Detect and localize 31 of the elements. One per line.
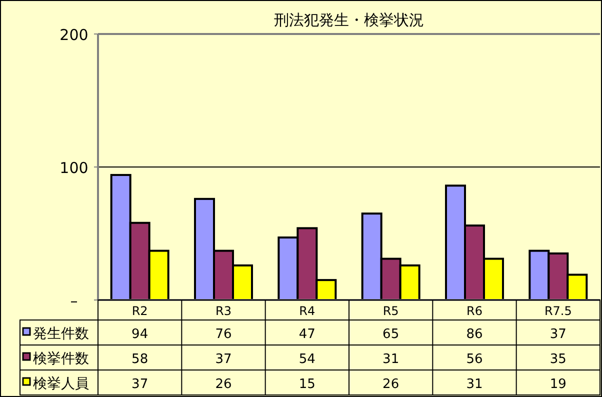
data-label: 31 <box>466 377 483 392</box>
x-tick-label: R2 <box>132 304 148 318</box>
legend-label: 検挙件数 <box>33 351 89 367</box>
data-label: 56 <box>466 352 483 367</box>
data-label: 37 <box>550 327 566 342</box>
y-tick-label: 100 <box>60 159 88 177</box>
data-label: 35 <box>550 352 566 367</box>
data-label: 86 <box>466 327 483 342</box>
data-label: 15 <box>298 377 316 392</box>
y-tick-label: – <box>70 292 78 310</box>
data-label: 26 <box>215 377 232 392</box>
data-label: 54 <box>298 352 316 367</box>
data-label: 26 <box>382 377 400 392</box>
legend-label: 発生件数 <box>33 326 89 342</box>
data-label: 19 <box>550 377 566 392</box>
data-label: 31 <box>382 352 400 367</box>
data-label: 37 <box>132 377 148 392</box>
x-tick-label: R3 <box>216 304 232 318</box>
data-label: 76 <box>215 327 232 342</box>
data-label: 37 <box>215 352 232 367</box>
legend-label: 検挙人員 <box>33 376 89 392</box>
x-tick-label: R5 <box>382 304 399 318</box>
y-tick-label: 200 <box>60 26 88 44</box>
x-tick-label: R7.5 <box>544 304 572 318</box>
x-tick-label: R6 <box>466 304 482 318</box>
data-label: 65 <box>382 327 400 342</box>
data-label: 47 <box>298 327 316 342</box>
data-label: 58 <box>132 352 148 367</box>
x-tick-label: R4 <box>299 304 316 318</box>
chart-title: 刑法犯発生・検挙状況 <box>274 11 424 29</box>
data-label: 94 <box>132 327 148 342</box>
